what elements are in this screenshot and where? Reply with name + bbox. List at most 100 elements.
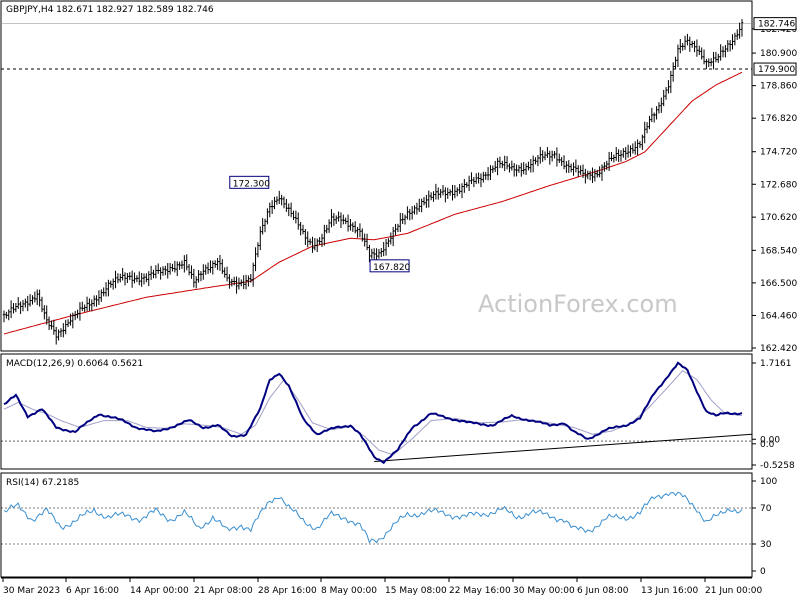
ohlc-bar bbox=[728, 40, 732, 52]
ohlc-bar bbox=[415, 202, 419, 215]
ohlc-bar bbox=[73, 311, 77, 321]
macd-y-tick-label: 0.00 bbox=[760, 435, 780, 445]
ohlc-bar bbox=[664, 87, 668, 100]
ohlc-bar bbox=[195, 276, 198, 289]
ohlc-bar bbox=[337, 211, 340, 222]
ohlc-bar bbox=[38, 289, 41, 307]
ohlc-bar bbox=[114, 270, 117, 289]
price-y-tick-label: 172.680 bbox=[760, 180, 797, 190]
ohlc-bar bbox=[389, 232, 392, 245]
ohlc-bar bbox=[5, 311, 8, 319]
ohlc-bar bbox=[154, 265, 158, 279]
ohlc-bar bbox=[460, 183, 464, 199]
ohlc-bar bbox=[342, 214, 345, 225]
ohlc-bar bbox=[278, 190, 281, 205]
ohlc-bar bbox=[223, 267, 226, 278]
ohlc-bar bbox=[541, 150, 544, 162]
ohlc-bar bbox=[237, 277, 241, 290]
ohlc-bar bbox=[610, 152, 613, 162]
ohlc-bar bbox=[524, 163, 528, 176]
ohlc-bar bbox=[320, 233, 324, 247]
ohlc-bar bbox=[489, 165, 492, 181]
ohlc-bar bbox=[425, 194, 428, 208]
ohlc-bar bbox=[617, 149, 620, 162]
ohlc-bar bbox=[365, 233, 369, 251]
ohlc-bar bbox=[95, 295, 98, 307]
ohlc-bar bbox=[59, 328, 63, 338]
ohlc-bar bbox=[311, 236, 314, 253]
price-title: GBPJPY,H4 182.671 182.927 182.589 182.74… bbox=[6, 5, 214, 15]
ohlc-bar bbox=[351, 222, 355, 232]
ohlc-bar bbox=[107, 279, 110, 297]
ohlc-bar bbox=[569, 163, 573, 173]
ohlc-bar bbox=[256, 242, 260, 258]
ohlc-bar bbox=[638, 141, 642, 148]
ohlc-bar bbox=[498, 156, 502, 169]
ohlc-bar bbox=[76, 309, 79, 319]
ohlc-bar bbox=[149, 265, 153, 280]
ohlc-bar bbox=[370, 248, 374, 259]
ohlc-bar bbox=[714, 51, 718, 63]
ohlc-bar bbox=[306, 231, 309, 248]
ohlc-bar bbox=[78, 302, 82, 321]
x-axis-tick-label: 15 May 08:00 bbox=[385, 586, 447, 596]
ohlc-bar bbox=[512, 163, 516, 177]
ohlc-bar bbox=[634, 141, 637, 155]
ohlc-bar bbox=[626, 144, 630, 158]
ohlc-bar bbox=[318, 237, 321, 245]
ohlc-bar bbox=[50, 320, 53, 330]
ohlc-bar bbox=[206, 262, 210, 274]
ohlc-bar bbox=[679, 38, 682, 54]
ohlc-bar bbox=[36, 289, 39, 306]
x-axis-tick-label: 21 Jun 00:00 bbox=[705, 586, 762, 596]
ohlc-bar bbox=[418, 198, 421, 212]
ohlc-bar bbox=[615, 147, 618, 161]
ohlc-bar bbox=[579, 165, 582, 175]
ohlc-bar bbox=[688, 36, 691, 52]
ohlc-bar bbox=[494, 160, 497, 172]
rsi-lines-layer bbox=[1, 491, 752, 545]
ohlc-bar bbox=[382, 241, 385, 257]
ohlc-bar bbox=[308, 238, 312, 246]
ohlc-bar bbox=[332, 212, 336, 226]
x-axis-tick-label: 21 Apr 08:00 bbox=[194, 586, 253, 596]
ohlc-bar bbox=[176, 261, 179, 277]
ohlc-bar bbox=[185, 254, 188, 271]
ohlc-bar bbox=[536, 155, 540, 167]
ohlc-bar bbox=[641, 134, 644, 150]
ohlc-bar bbox=[356, 226, 359, 238]
ohlc-bar bbox=[479, 173, 483, 188]
macd-line bbox=[3, 361, 743, 465]
ohlc-bar bbox=[712, 51, 715, 70]
macd-title: MACD(12,26,9) 0.6064 0.5621 bbox=[6, 359, 143, 369]
macd-y-tick-label: 1.7161 bbox=[760, 359, 792, 369]
ohlc-bar bbox=[14, 302, 18, 313]
ohlc-bar bbox=[109, 280, 112, 288]
ohlc-bar bbox=[244, 274, 248, 290]
ohlc-bar bbox=[126, 273, 129, 283]
x-axis-tick-label: 28 Apr 16:00 bbox=[258, 586, 317, 596]
ohlc-bar bbox=[690, 40, 694, 48]
ohlc-bar bbox=[157, 263, 160, 274]
ohlc-bar bbox=[209, 260, 212, 273]
ohlc-bar bbox=[531, 155, 535, 173]
ohlc-bar bbox=[522, 162, 525, 175]
ohlc-bar bbox=[100, 289, 103, 302]
ohlc-bar bbox=[420, 198, 423, 213]
ohlc-bar bbox=[299, 221, 302, 236]
ohlc-bar bbox=[413, 205, 416, 215]
ohlc-bar bbox=[410, 206, 414, 220]
ohlc-bar bbox=[463, 178, 466, 193]
ohlc-bar bbox=[441, 185, 445, 196]
ohlc-bar bbox=[705, 58, 708, 70]
ohlc-bar bbox=[619, 150, 623, 162]
ohlc-bar bbox=[88, 298, 91, 311]
ohlc-bar bbox=[674, 56, 677, 70]
annotation-label: 172.300 bbox=[233, 179, 270, 189]
ohlc-bar bbox=[709, 58, 713, 67]
ohlc-bar bbox=[738, 22, 741, 39]
ohlc-bar bbox=[733, 32, 737, 46]
macd-y-tick-label: -0.5258 bbox=[760, 461, 795, 471]
ohlc-bar bbox=[406, 206, 409, 220]
ohlc-bar bbox=[33, 291, 37, 303]
